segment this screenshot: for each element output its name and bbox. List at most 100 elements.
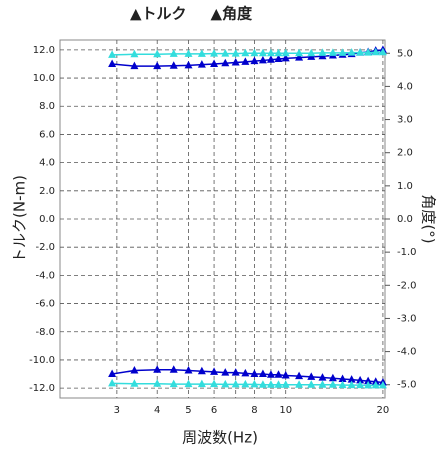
y-tick-label: -12.0: [29, 383, 55, 394]
y2-axis-label: 角度(°): [420, 194, 438, 243]
y2-tick-label: 4.0: [397, 81, 413, 92]
x-tick-label: 8: [251, 405, 257, 416]
marker: [130, 366, 139, 374]
x-tick-label: 20: [377, 405, 390, 416]
marker: [378, 380, 387, 389]
y2-tick-label: -3.0: [397, 313, 417, 324]
marker: [281, 380, 290, 388]
y-tick-label: -2.0: [35, 242, 55, 253]
marker: [197, 366, 206, 375]
marker: [328, 373, 337, 382]
legend-entry: ▲角度: [211, 5, 254, 23]
marker: [241, 368, 250, 377]
marker: [295, 371, 304, 380]
y-tick-label: 0.0: [39, 214, 55, 225]
y2-tick-label: 1.0: [397, 181, 413, 192]
marker: [184, 49, 193, 57]
marker: [274, 54, 283, 63]
marker: [221, 49, 230, 57]
marker: [169, 365, 178, 373]
y-tick-label: 6.0: [39, 129, 55, 140]
marker: [274, 380, 283, 388]
marker: [307, 372, 316, 380]
marker: [295, 53, 304, 61]
marker: [197, 49, 206, 57]
marker: [250, 56, 259, 65]
marker: [347, 48, 356, 56]
y2-tick-label: -1.0: [397, 247, 417, 258]
marker: [338, 48, 347, 56]
marker: [130, 379, 139, 387]
y2-tick-label: -4.0: [397, 347, 417, 358]
marker: [371, 380, 380, 389]
marker: [153, 379, 162, 387]
marker: [197, 60, 206, 68]
marker: [364, 48, 373, 56]
marker: [258, 48, 267, 57]
marker: [318, 48, 327, 56]
marker: [130, 61, 139, 70]
marker: [221, 368, 230, 376]
marker: [241, 57, 250, 65]
marker: [378, 47, 387, 56]
marker: [169, 49, 178, 57]
y2-tick-label: 3.0: [397, 115, 413, 126]
y-tick-label: 2.0: [39, 186, 55, 197]
marker: [108, 378, 117, 387]
marker: [153, 61, 162, 70]
marker: [318, 380, 327, 388]
marker: [356, 375, 365, 384]
marker: [153, 49, 162, 58]
y-tick-label: -4.0: [35, 270, 55, 281]
marker: [347, 375, 356, 383]
marker: [250, 48, 259, 57]
marker: [231, 379, 240, 388]
marker: [281, 48, 290, 57]
y2-tick-label: 0.0: [397, 214, 413, 225]
marker: [108, 59, 117, 67]
marker: [250, 369, 259, 378]
marker: [266, 48, 275, 57]
marker: [210, 379, 219, 388]
marker: [266, 380, 275, 388]
marker: [210, 49, 219, 57]
x-tick-label: 3: [114, 405, 120, 416]
marker: [184, 379, 193, 388]
x-tick-label: 4: [154, 405, 160, 416]
marker: [241, 48, 250, 57]
marker: [356, 48, 365, 56]
marker: [295, 380, 304, 388]
marker: [241, 379, 250, 388]
marker: [274, 48, 283, 57]
y-axis-label: トルク(N-m): [11, 175, 29, 263]
marker: [210, 367, 219, 375]
marker: [221, 379, 230, 388]
marker: [258, 380, 267, 388]
marker: [356, 380, 365, 389]
x-tick-label: 6: [211, 405, 217, 416]
x-tick-label: 10: [279, 405, 292, 416]
marker: [130, 49, 139, 58]
x-tick-label: 5: [185, 405, 191, 416]
marker: [328, 380, 337, 388]
marker: [328, 48, 337, 56]
marker: [258, 369, 267, 378]
marker: [266, 55, 275, 63]
marker: [281, 53, 290, 62]
y-tick-label: 4.0: [39, 158, 55, 169]
legend-entry: ▲トルク: [130, 5, 187, 23]
marker: [295, 48, 304, 57]
marker: [338, 374, 347, 382]
marker: [318, 373, 327, 381]
marker: [338, 380, 347, 389]
marker: [364, 380, 373, 389]
y-tick-label: 8.0: [39, 101, 55, 112]
marker: [250, 379, 259, 388]
marker: [108, 369, 117, 378]
y2-tick-label: 2.0: [397, 148, 413, 159]
y-tick-label: -6.0: [35, 299, 55, 310]
marker: [347, 380, 356, 389]
marker: [197, 379, 206, 388]
y-tick-label: 12.0: [33, 45, 55, 56]
y-tick-label: -8.0: [35, 327, 55, 338]
